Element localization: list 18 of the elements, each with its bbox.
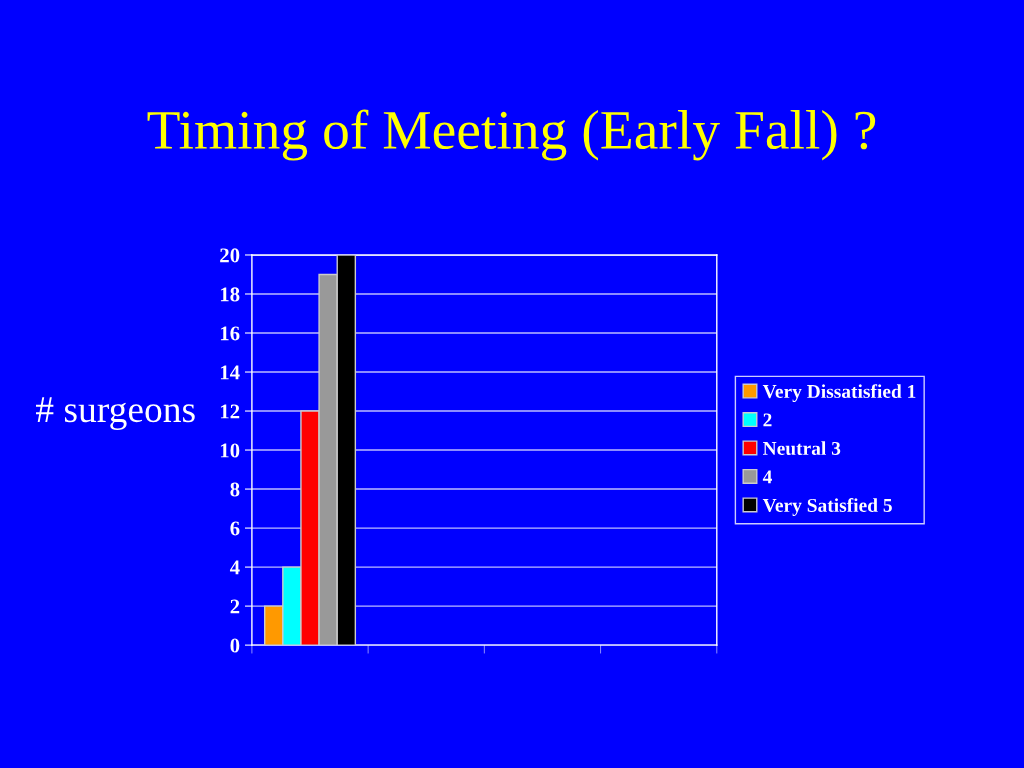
chart-title: Timing of Meeting (Early Fall) ? [147,109,876,161]
legend-label: 2 [763,413,772,427]
y-tick-label: 0 [230,638,240,653]
y-tick-label: 2 [230,599,240,614]
y-tick-label: 20 [220,248,240,263]
y-tick-label: 18 [220,287,240,302]
y-tick-label: 12 [220,404,240,419]
y-tick-label: 14 [220,365,240,380]
legend-label: Neutral 3 [762,441,841,456]
y-axis-title: # surgeons [36,397,195,430]
legend-label: Very Satisfied 5 [762,498,892,516]
legend-label: 4 [762,470,772,484]
legend-label: Very Dissatisfied 1 [762,384,916,403]
y-tick-label: 6 [230,521,240,536]
y-tick-label: 4 [229,560,240,575]
y-tick-label: 8 [230,482,240,497]
y-tick-label: 10 [220,443,240,458]
y-tick-label: 16 [220,326,240,341]
